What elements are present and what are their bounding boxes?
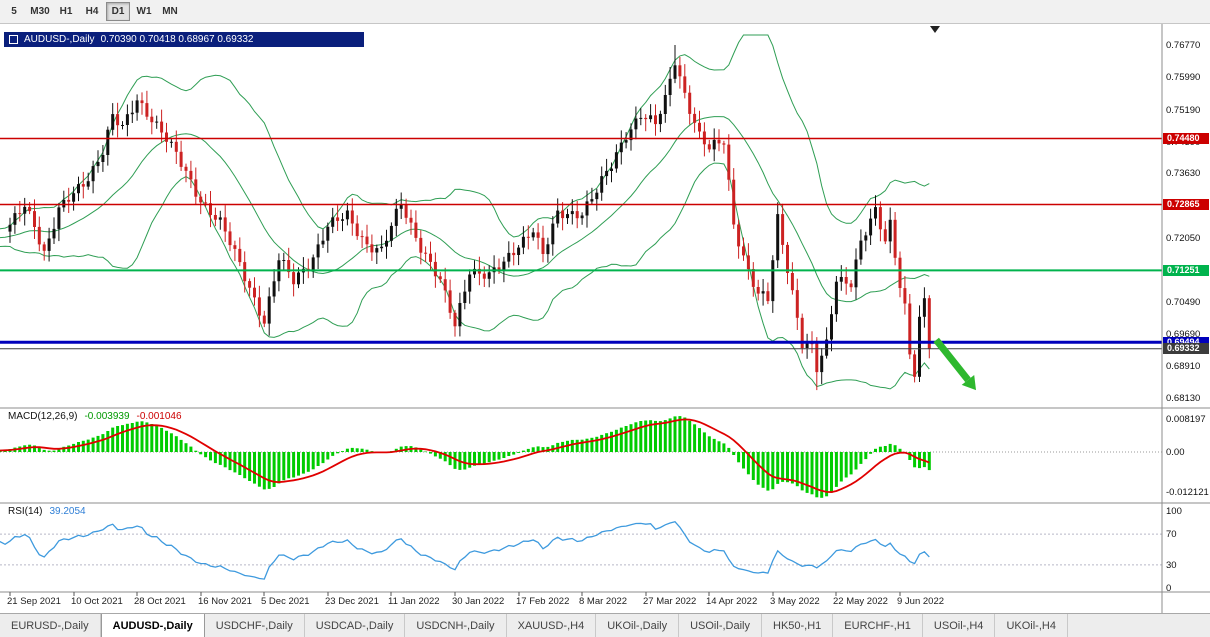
rsi-axis-label[interactable]: 30 <box>1166 560 1177 571</box>
price-axis-label[interactable]: 0.75990 <box>1166 72 1201 83</box>
rsi-pane <box>0 520 1162 580</box>
date-label: 8 Mar 2022 <box>579 596 628 607</box>
horizontal-level-lines[interactable] <box>0 137 1162 350</box>
timeframe-h1[interactable]: H1 <box>59 6 73 17</box>
price-axis-label[interactable]: 0.68910 <box>1166 361 1201 372</box>
price-axis-label[interactable]: 0.75190 <box>1166 105 1201 116</box>
price-badge-0.69332: 0.69332 <box>1163 343 1209 354</box>
price-axis-label[interactable]: 0.68130 <box>1166 393 1201 404</box>
timeframe-5[interactable]: 5 <box>11 6 17 17</box>
macd-signal-line <box>0 418 930 494</box>
date-label: 17 Feb 2022 <box>516 596 570 607</box>
tab-hk50-h1[interactable]: HK50-,H1 <box>762 614 834 637</box>
timeframe-toolbar: 5 M30 H1 H4 D1 W1 MN <box>0 0 1210 24</box>
date-label: 10 Oct 2021 <box>71 596 123 607</box>
tab-eurchf-h1[interactable]: EURCHF-,H1 <box>833 614 923 637</box>
rsi-value: 39.2054 <box>49 506 86 517</box>
date-label: 30 Jan 2022 <box>452 596 505 607</box>
rsi-axis-label[interactable]: 70 <box>1166 529 1177 540</box>
price-axis-label[interactable]: 0.76770 <box>1166 40 1201 51</box>
tab-usoil-daily[interactable]: USOil-,Daily <box>679 614 762 637</box>
date-label: 11 Jan 2022 <box>388 596 440 607</box>
tab-audusd-daily[interactable]: AUDUSD-,Daily <box>100 614 205 637</box>
rsi-indicator-label: RSI(14) 39.2054 <box>8 506 86 517</box>
tab-eurusd-daily[interactable]: EURUSD-,Daily <box>0 614 101 637</box>
date-label: 22 May 2022 <box>833 596 888 607</box>
rsi-name: RSI(14) <box>8 506 43 517</box>
tab-ukoil-daily[interactable]: UKOil-,Daily <box>596 614 680 637</box>
rsi-axis-label[interactable]: 100 <box>1166 506 1182 517</box>
timeframe-mn[interactable]: MN <box>162 6 178 17</box>
date-label: 21 Sep 2021 <box>7 596 61 607</box>
macd-name: MACD(12,26,9) <box>8 411 78 422</box>
date-label: 9 Jun 2022 <box>897 596 945 607</box>
price-badge-0.69494: 0.69494 <box>1163 337 1209 348</box>
tab-usdcad-daily[interactable]: USDCAD-,Daily <box>305 614 406 637</box>
timeframe-h4[interactable]: H4 <box>85 6 99 17</box>
macd-axis-label[interactable]: 0.008197 <box>1166 414 1206 425</box>
tab-xauusd-h4[interactable]: XAUUSD-,H4 <box>507 614 597 637</box>
bollinger-bands <box>0 34 930 390</box>
symbol-tabbar: EURUSD-,Daily AUDUSD-,Daily USDCHF-,Daily U… <box>0 613 1210 637</box>
timeframe-m30[interactable]: M30 <box>30 6 50 17</box>
price-badge-0.74480: 0.74480 <box>1163 133 1209 144</box>
date-label: 14 Apr 2022 <box>706 596 758 607</box>
macd-signal-value: -0.001046 <box>136 411 182 422</box>
date-label: 3 May 2022 <box>770 596 820 607</box>
chart-canvas[interactable] <box>0 24 1210 613</box>
macd-pane <box>0 416 1162 498</box>
macd-indicator-label: MACD(12,26,9) -0.003939 -0.001046 <box>8 411 182 422</box>
trend-arrow[interactable] <box>933 337 976 391</box>
macd-main-value: -0.003939 <box>84 411 130 422</box>
tab-usdchf-daily[interactable]: USDCHF-,Daily <box>205 614 305 637</box>
shift-marker-icon[interactable] <box>930 26 940 33</box>
price-badge-0.72865: 0.72865 <box>1163 199 1209 210</box>
price-axis-label[interactable]: 0.73630 <box>1166 168 1201 179</box>
price-badge-0.71251: 0.71251 <box>1163 265 1209 276</box>
tab-usoil-h4[interactable]: USOil-,H4 <box>923 614 996 637</box>
chart-title-symbol: AUDUSD-,Daily <box>24 34 95 45</box>
date-label: 28 Oct 2021 <box>134 596 186 607</box>
macd-axis-label[interactable]: 0.00 <box>1166 447 1185 458</box>
date-label: 23 Dec 2021 <box>325 596 379 607</box>
timeframe-d1[interactable]: D1 <box>106 2 130 21</box>
date-label: 5 Dec 2021 <box>261 596 310 607</box>
price-axis-label[interactable]: 0.72050 <box>1166 233 1201 244</box>
price-axis-label[interactable]: 0.70490 <box>1166 297 1201 308</box>
candles <box>8 45 931 391</box>
date-label: 16 Nov 2021 <box>198 596 252 607</box>
chart-area: AUDUSD-,Daily 0.70390 0.70418 0.68967 0.… <box>0 24 1210 613</box>
tab-usdcnh-daily[interactable]: USDCNH-,Daily <box>405 614 507 637</box>
chart-window-icon <box>9 35 18 44</box>
date-label: 27 Mar 2022 <box>643 596 697 607</box>
rsi-line <box>0 520 930 580</box>
tab-ukoil-h4[interactable]: UKOil-,H4 <box>995 614 1068 637</box>
rsi-axis-label[interactable]: 0 <box>1166 583 1172 594</box>
price-axis-label[interactable]: 0.69690 <box>1166 329 1201 340</box>
timeframe-w1[interactable]: W1 <box>136 6 152 17</box>
chart-title-ohlc: 0.70390 0.70418 0.68967 0.69332 <box>100 34 254 45</box>
chart-window-titlebar[interactable]: AUDUSD-,Daily 0.70390 0.70418 0.68967 0.… <box>4 32 364 47</box>
pane-separators <box>0 24 1210 613</box>
macd-axis-label[interactable]: -0.012121 <box>1166 487 1209 498</box>
